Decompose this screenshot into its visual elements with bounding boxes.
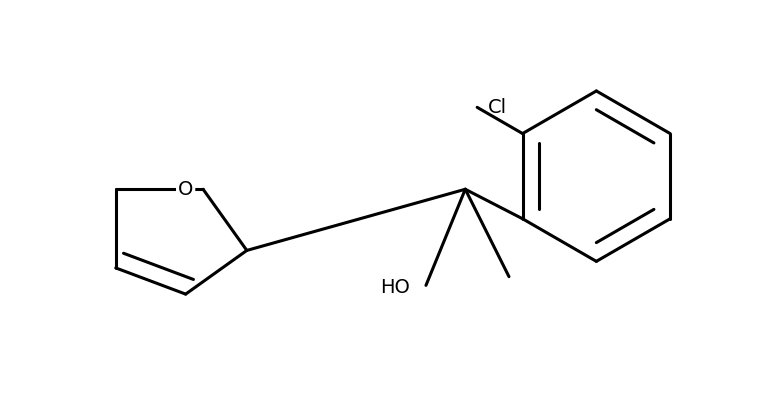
Text: HO: HO [380,278,411,297]
Text: Cl: Cl [488,98,508,117]
Text: O: O [178,180,193,199]
